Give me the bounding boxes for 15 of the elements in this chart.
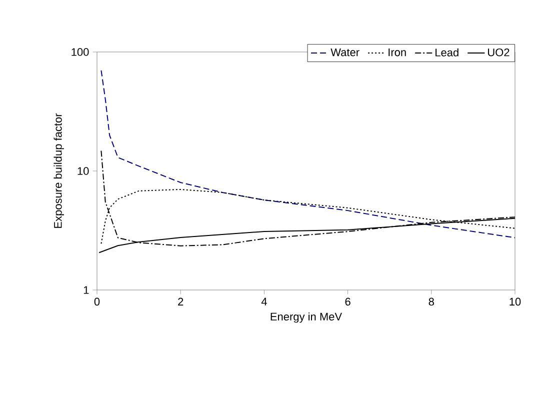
- y-tick-label: 1: [84, 286, 89, 294]
- legend-label: UO2: [488, 48, 510, 56]
- x-axis-title: Energy in MeV: [270, 312, 342, 323]
- x-tick-label: 4: [261, 298, 267, 306]
- legend-label: Water: [330, 48, 360, 56]
- x-tick-label: 8: [428, 298, 434, 306]
- legend-label: Iron: [388, 48, 406, 56]
- y-axis-title: Exposure buildup factor: [54, 113, 64, 228]
- x-tick-label: 6: [345, 298, 350, 306]
- y-tick-label: 100: [72, 48, 89, 56]
- y-tick-label: 10: [78, 167, 89, 175]
- x-tick-label: 0: [94, 298, 100, 306]
- legend-label: Lead: [436, 48, 458, 56]
- x-tick-label: 2: [178, 298, 184, 306]
- x-tick-label: 10: [510, 298, 521, 306]
